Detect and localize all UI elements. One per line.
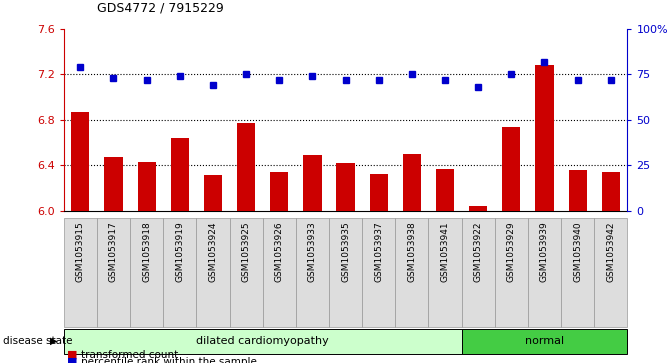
Bar — [229, 218, 262, 327]
Text: dilated cardiomyopathy: dilated cardiomyopathy — [197, 336, 329, 346]
Bar — [429, 218, 462, 327]
Bar — [502, 127, 521, 211]
Text: ▶: ▶ — [50, 336, 57, 346]
Bar — [197, 218, 229, 327]
Bar — [336, 163, 355, 211]
Text: normal: normal — [525, 336, 564, 346]
Bar — [163, 218, 197, 327]
Bar — [469, 206, 487, 211]
Text: GSM1053929: GSM1053929 — [507, 221, 516, 282]
Bar — [204, 175, 222, 211]
Bar — [130, 218, 163, 327]
Text: GSM1053926: GSM1053926 — [274, 221, 284, 282]
Bar — [436, 168, 454, 211]
Bar — [303, 155, 321, 211]
Text: GSM1053918: GSM1053918 — [142, 221, 151, 282]
Bar — [528, 218, 561, 327]
Text: percentile rank within the sample: percentile rank within the sample — [81, 356, 256, 363]
Bar — [370, 174, 388, 211]
Bar — [595, 218, 627, 327]
Bar — [71, 112, 89, 211]
Bar — [329, 218, 362, 327]
Text: GSM1053937: GSM1053937 — [374, 221, 383, 282]
Bar — [602, 172, 620, 211]
Text: GDS4772 / 7915229: GDS4772 / 7915229 — [97, 1, 224, 15]
Bar — [170, 138, 189, 211]
Text: GSM1053924: GSM1053924 — [209, 221, 217, 282]
Bar — [362, 218, 395, 327]
Text: GSM1053915: GSM1053915 — [76, 221, 85, 282]
Text: GSM1053922: GSM1053922 — [474, 221, 482, 282]
Bar — [568, 170, 586, 211]
Bar — [395, 218, 429, 327]
Text: GSM1053942: GSM1053942 — [607, 221, 615, 282]
Bar — [561, 218, 595, 327]
Text: GSM1053925: GSM1053925 — [242, 221, 250, 282]
Bar — [462, 329, 627, 354]
Bar — [237, 123, 255, 211]
Text: GSM1053939: GSM1053939 — [540, 221, 549, 282]
Text: GSM1053938: GSM1053938 — [407, 221, 417, 282]
Text: transformed count: transformed count — [81, 350, 178, 360]
Bar — [105, 157, 123, 211]
Bar — [262, 218, 296, 327]
Bar — [462, 218, 495, 327]
Text: GSM1053940: GSM1053940 — [573, 221, 582, 282]
Bar — [97, 218, 130, 327]
Text: disease state: disease state — [3, 336, 73, 346]
Bar — [535, 65, 554, 211]
Text: GSM1053917: GSM1053917 — [109, 221, 118, 282]
Text: GSM1053919: GSM1053919 — [175, 221, 185, 282]
Bar — [64, 218, 97, 327]
Bar — [270, 172, 289, 211]
Text: ■: ■ — [67, 350, 78, 360]
Text: ■: ■ — [67, 356, 78, 363]
Bar — [403, 154, 421, 211]
Bar — [138, 162, 156, 211]
Bar — [495, 218, 528, 327]
Bar — [296, 218, 329, 327]
Bar — [64, 329, 462, 354]
Text: GSM1053933: GSM1053933 — [308, 221, 317, 282]
Text: GSM1053935: GSM1053935 — [341, 221, 350, 282]
Text: GSM1053941: GSM1053941 — [441, 221, 450, 282]
